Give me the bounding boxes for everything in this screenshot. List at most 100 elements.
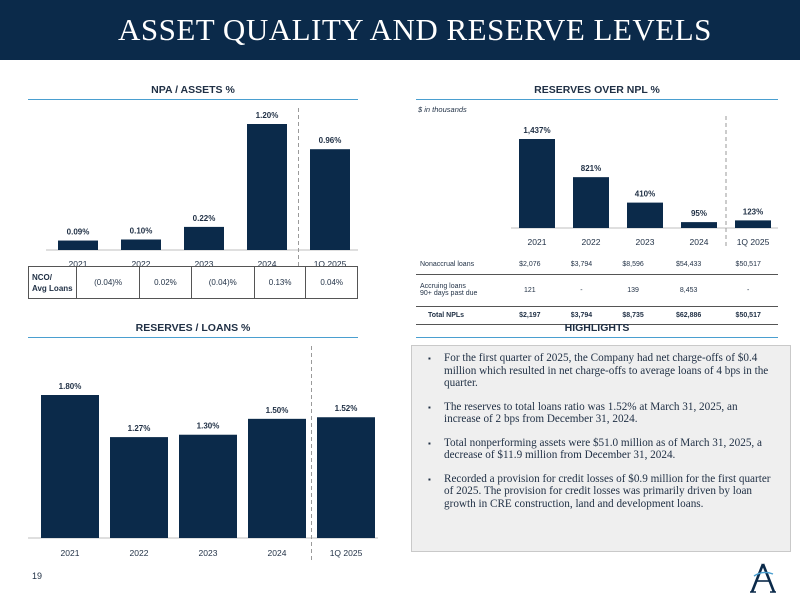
npa-assets-svg: 0.09% 2021 0.10% 2022 0.22% 2023 1.20% 2024 0.96… xyxy=(46,108,358,266)
data-label: 1.27% xyxy=(128,424,151,433)
category-label: 2023 xyxy=(195,259,214,266)
data-label: 1,437% xyxy=(523,126,550,135)
npa-assets-rule xyxy=(28,99,358,100)
bar xyxy=(735,220,771,228)
npl-row-label: Accruing loans 90+ days past due xyxy=(416,274,504,307)
category-label: 2021 xyxy=(69,259,88,266)
reserves-npl-chart: 1,437% 2021 821% 2022 410% 2023 95% 2024 123% 1Q … xyxy=(416,112,778,252)
npl-row-accruing: Accruing loans 90+ days past due 121 - 1… xyxy=(416,274,778,307)
bar xyxy=(681,222,717,228)
npl-cell: $3,794 xyxy=(555,255,608,275)
data-label: 0.09% xyxy=(67,228,90,237)
highlight-text: The reserves to total loans ratio was 1.… xyxy=(444,400,738,426)
reserves-npl-title: RESERVES OVER NPL % xyxy=(534,84,660,96)
highlights-title: HIGHLIGHTS xyxy=(564,322,630,334)
highlights-list: ▪ For the first quarter of 2025, the Comp… xyxy=(426,352,776,510)
npl-cell: $62,886 xyxy=(658,306,719,325)
data-label: 123% xyxy=(743,207,763,216)
reserves-npl-svg: 1,437% 2021 821% 2022 410% 2023 95% 2024 123% 1Q … xyxy=(511,116,778,249)
category-label: 2021 xyxy=(528,237,547,247)
reserves-loans-chart: 1.80% 2021 1.27% 2022 1.30% 2023 1.50% 2024 1.52… xyxy=(28,342,378,564)
nco-cell: 0.04% xyxy=(305,266,358,299)
npl-table: Nonaccrual loans $2,076 $3,794 $8,596 $5… xyxy=(416,255,778,325)
highlight-item: ▪ Recorded a provision for credit losses … xyxy=(426,473,776,511)
bar xyxy=(519,139,555,228)
npl-cell: 121 xyxy=(504,274,556,307)
npl-cell: $2,197 xyxy=(504,306,556,325)
bar xyxy=(121,239,161,250)
npl-cell: $8,735 xyxy=(607,306,659,325)
npl-row-nonaccrual: Nonaccrual loans $2,076 $3,794 $8,596 $5… xyxy=(416,255,778,275)
nco-cell: 0.13% xyxy=(253,266,307,299)
bar xyxy=(573,177,609,228)
data-label: 821% xyxy=(581,164,601,173)
bar xyxy=(627,202,663,228)
data-label: 1.80% xyxy=(59,382,82,391)
npl-cell: - xyxy=(718,274,778,307)
square-bullet-icon: ▪ xyxy=(428,474,431,484)
bar xyxy=(58,240,98,250)
npl-cell: $8,596 xyxy=(607,255,659,275)
square-bullet-icon: ▪ xyxy=(428,438,431,448)
npl-cell: 139 xyxy=(607,274,659,307)
highlights-rule xyxy=(416,337,778,338)
slide-title: ASSET QUALITY AND RESERVE LEVELS xyxy=(118,12,712,47)
page-number: 19 xyxy=(32,571,43,581)
npl-row-total: Total NPLs $2,197 $3,794 $8,735 $62,886 … xyxy=(416,306,778,325)
data-label: 1.20% xyxy=(256,111,279,120)
bar xyxy=(317,417,375,538)
nco-cell: 0.02% xyxy=(139,266,192,299)
npa-assets-chart: 0.09% 2021 0.10% 2022 0.22% 2023 1.20% 2024 0.96… xyxy=(28,104,358,266)
bar xyxy=(248,418,306,538)
category-label: 2022 xyxy=(130,548,149,558)
data-label: 410% xyxy=(635,190,655,199)
data-label: 0.96% xyxy=(319,136,342,145)
category-label: 2023 xyxy=(636,237,655,247)
npl-row-label-line2: 90+ days past due xyxy=(420,290,478,297)
nco-label-line1: NCO/ xyxy=(32,272,52,282)
bar xyxy=(310,149,350,250)
category-label: 2021 xyxy=(61,548,80,558)
npl-row-label: Total NPLs xyxy=(416,306,504,325)
highlight-item: ▪ Total nonperforming assets were $51.0 m… xyxy=(426,437,776,462)
npl-cell: $54,433 xyxy=(658,255,719,275)
company-logo xyxy=(748,562,778,594)
category-label: 2022 xyxy=(582,237,601,247)
npl-cell: 8,453 xyxy=(658,274,719,307)
slide-header: ASSET QUALITY AND RESERVE LEVELS xyxy=(0,0,800,60)
data-label: 1.52% xyxy=(335,404,358,413)
nco-label: NCO/ Avg Loans xyxy=(28,266,77,299)
bar xyxy=(179,434,237,538)
highlights-panel: ▪ For the first quarter of 2025, the Comp… xyxy=(411,345,791,552)
thousands-note: $ in thousands xyxy=(418,105,467,114)
nco-cell: (0.04)% xyxy=(190,266,255,299)
category-label: 1Q 2025 xyxy=(737,237,770,247)
nco-table: NCO/ Avg Loans (0.04)% 0.02% (0.04)% 0.1… xyxy=(28,266,358,299)
logo-a-icon xyxy=(750,563,776,593)
reserves-npl-rule xyxy=(416,99,778,100)
category-label: 2024 xyxy=(268,548,287,558)
npl-cell: $2,076 xyxy=(504,255,556,275)
highlight-item: ▪ For the first quarter of 2025, the Comp… xyxy=(426,352,776,390)
nco-label-line2: Avg Loans xyxy=(32,283,73,293)
highlight-text: For the first quarter of 2025, the Compa… xyxy=(444,352,769,389)
bar xyxy=(184,226,224,250)
bar xyxy=(110,437,168,538)
category-label: 1Q 2025 xyxy=(330,548,363,558)
square-bullet-icon: ▪ xyxy=(428,354,431,363)
square-bullet-icon: ▪ xyxy=(428,402,431,412)
npl-row-label-line1: Accruing loans xyxy=(420,283,466,290)
bar xyxy=(247,124,287,250)
npl-cell: $50,517 xyxy=(718,255,778,275)
bar xyxy=(41,395,99,538)
npl-cell: - xyxy=(555,274,608,307)
data-label: 0.10% xyxy=(130,227,153,236)
nco-row: NCO/ Avg Loans (0.04)% 0.02% (0.04)% 0.1… xyxy=(28,266,358,299)
category-label: 2022 xyxy=(132,259,151,266)
category-label: 2024 xyxy=(690,237,709,247)
data-label: 1.30% xyxy=(197,422,220,431)
reserves-loans-svg: 1.80% 2021 1.27% 2022 1.30% 2023 1.50% 2024 1.52… xyxy=(28,346,378,560)
data-label: 95% xyxy=(691,209,707,218)
reserves-loans-title: RESERVES / LOANS % xyxy=(135,322,251,334)
category-label: 2023 xyxy=(199,548,218,558)
